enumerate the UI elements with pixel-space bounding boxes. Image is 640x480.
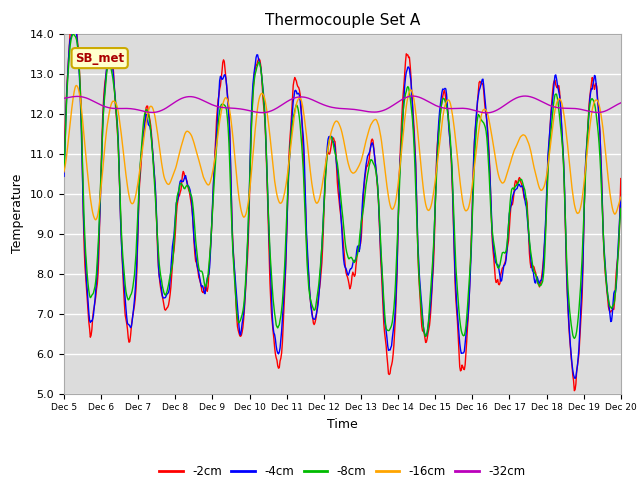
- Title: Thermocouple Set A: Thermocouple Set A: [265, 13, 420, 28]
- Legend: -2cm, -4cm, -8cm, -16cm, -32cm: -2cm, -4cm, -8cm, -16cm, -32cm: [154, 461, 531, 480]
- X-axis label: Time: Time: [327, 418, 358, 431]
- Text: SB_met: SB_met: [75, 51, 124, 65]
- Y-axis label: Temperature: Temperature: [11, 174, 24, 253]
